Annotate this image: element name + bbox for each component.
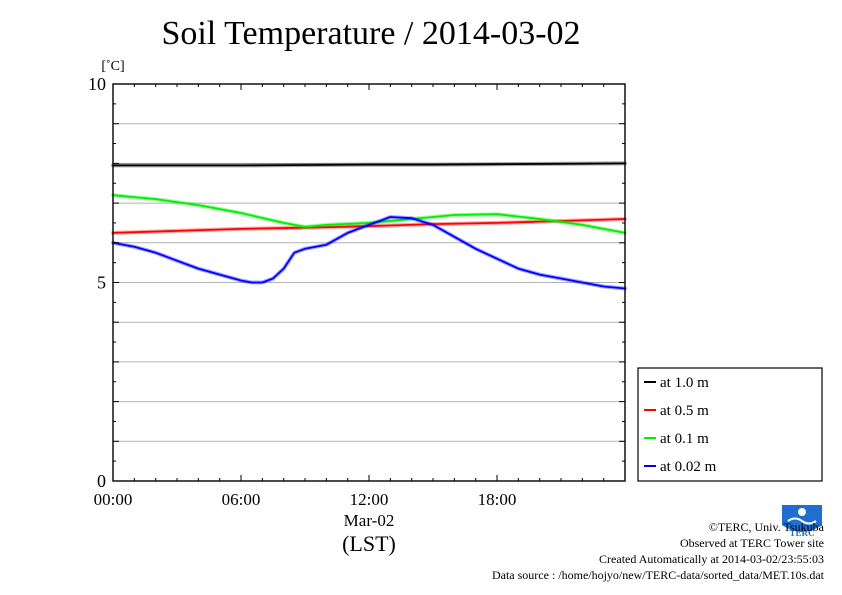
copyright-text: ©TERC, Univ. Tsukuba: [708, 520, 824, 534]
x-tick-label: 00:00: [94, 490, 133, 509]
series-line-3: [112, 216, 626, 290]
legend-label: at 0.02 m: [660, 459, 717, 475]
created-text: Created Automatically at 2014-03-02/23:5…: [599, 552, 824, 566]
observed-text: Observed at TERC Tower site: [679, 536, 824, 550]
legend-label: at 0.5 m: [660, 403, 709, 419]
chart-title: Soil Temperature / 2014-03-02: [161, 15, 581, 52]
x-tick-label: 12:00: [350, 490, 389, 509]
x-tick-label: 18:00: [478, 490, 517, 509]
series-line-0: [112, 162, 626, 167]
x-axis-date-label: Mar-02: [344, 511, 395, 530]
y-axis-unit: [˚C]: [101, 59, 124, 74]
y-tick-label: 0: [97, 471, 106, 491]
source-text: Data source : /home/hojyo/new/TERC-data/…: [491, 568, 824, 582]
x-axis-label: (LST): [342, 531, 396, 556]
legend-label: at 0.1 m: [660, 431, 709, 447]
credits-block: ©TERC, Univ. Tsukuba Observed at TERC To…: [492, 519, 824, 583]
y-tick-label: 5: [97, 273, 106, 293]
y-tick-label: 10: [88, 74, 106, 94]
legend-label: at 1.0 m: [660, 375, 709, 391]
x-tick-label: 06:00: [222, 490, 261, 509]
terc-logo-text: TERC: [789, 528, 814, 538]
terc-logo: TERC: [780, 503, 824, 544]
legend-box: [637, 367, 823, 482]
series-line-2: [112, 194, 626, 234]
series-line-1: [112, 218, 626, 234]
